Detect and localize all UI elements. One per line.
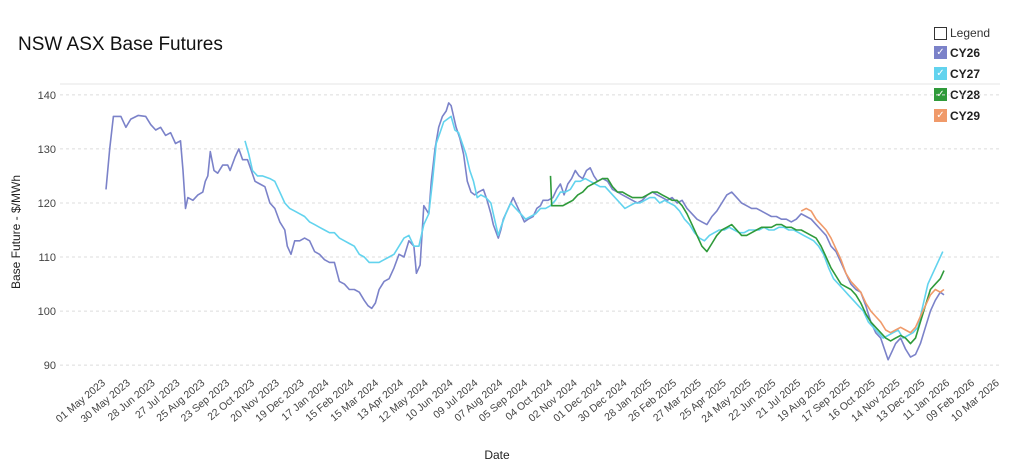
series-line-cy26 (105, 102, 945, 361)
checkbox-icon[interactable]: ✓ (934, 88, 947, 101)
y-tick-label: 110 (38, 252, 56, 264)
series-line-cy29 (800, 207, 945, 334)
checkbox-icon[interactable]: ✓ (934, 109, 947, 122)
y-tick-label: 100 (38, 306, 56, 318)
legend-item-cy26[interactable]: ✓ CY26 (934, 42, 1018, 63)
legend-item-label: CY28 (950, 87, 981, 102)
y-axis-label: Base Future - $/MWh (9, 175, 23, 289)
checkbox-icon[interactable]: ✓ (934, 46, 947, 59)
legend-item-cy28[interactable]: ✓ CY28 (934, 84, 1018, 105)
legend-item-cy27[interactable]: ✓ CY27 (934, 63, 1018, 84)
legend-item-cy29[interactable]: ✓ CY29 (934, 105, 1018, 126)
series-line-cy28 (549, 175, 945, 345)
checkbox-icon[interactable]: ✓ (934, 67, 947, 80)
legend-toggle-icon[interactable] (934, 26, 947, 40)
legend: Legend ✓ CY26 ✓ CY27 ✓ CY28 ✓ CY29 (934, 24, 1018, 126)
y-tick-label: 130 (38, 144, 56, 156)
legend-heading-label: Legend (950, 26, 991, 40)
y-tick-label: 90 (44, 360, 56, 372)
legend-item-label: CY29 (950, 108, 981, 123)
y-tick-label: 140 (38, 90, 56, 102)
legend-item-label: CY26 (950, 45, 981, 60)
y-tick-label: 120 (38, 198, 56, 210)
chart-title: NSW ASX Base Futures (18, 34, 223, 55)
series-line-cy27 (244, 115, 944, 339)
legend-heading[interactable]: Legend (934, 24, 1018, 42)
x-axis-label: Date (484, 448, 510, 462)
legend-item-label: CY27 (950, 66, 981, 81)
